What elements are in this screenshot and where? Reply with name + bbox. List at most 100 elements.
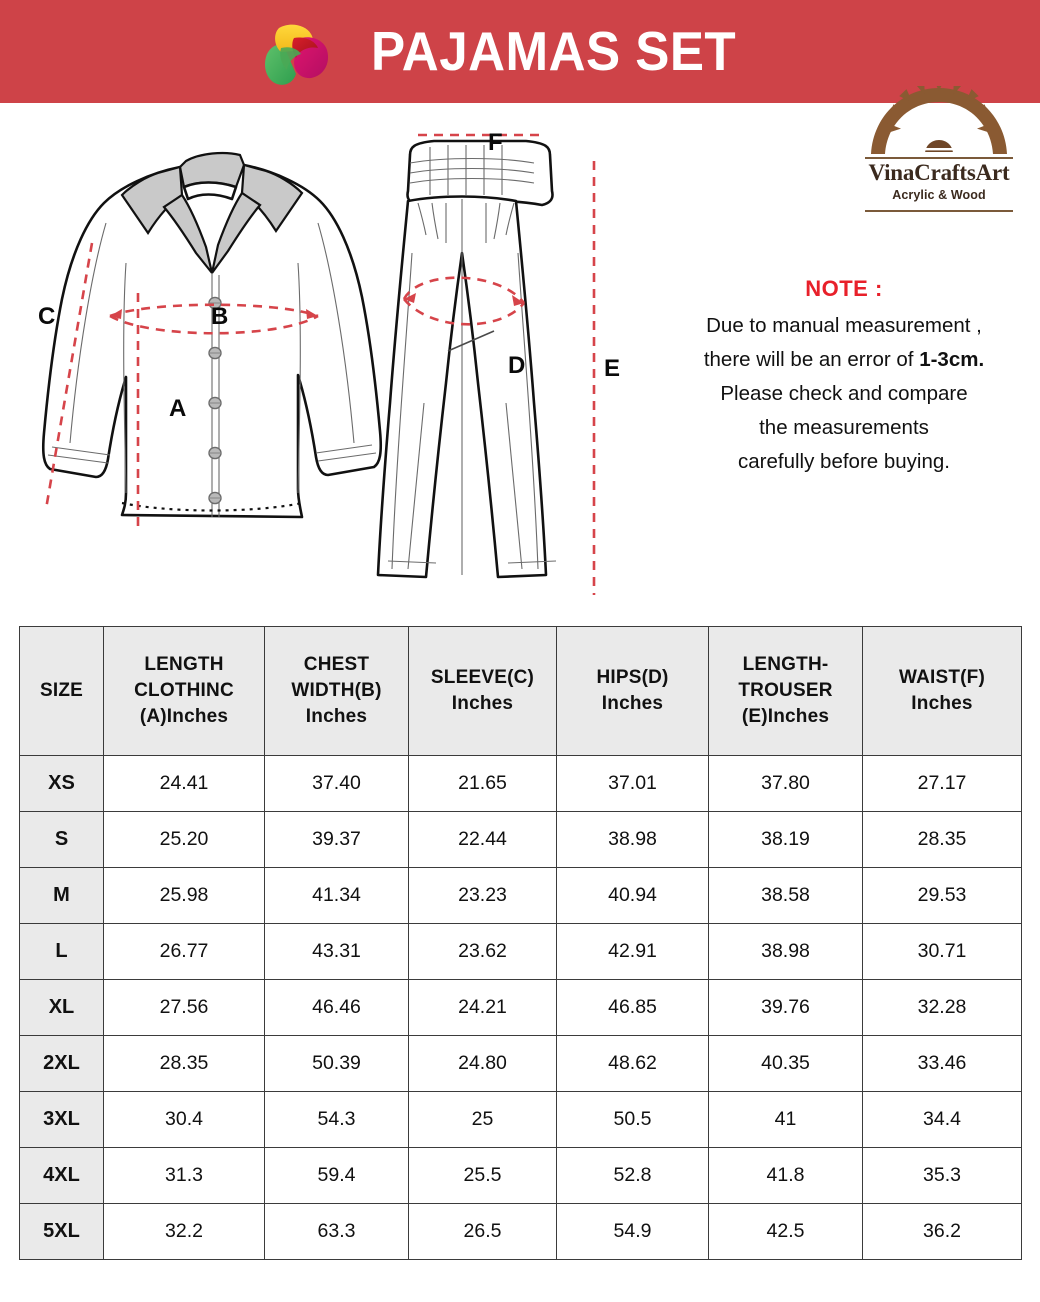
cell-value: 32.2 [103,1203,265,1260]
measure-line-d [402,298,526,326]
label-f: F [488,129,503,156]
table-row: S 25.20 39.37 22.44 38.98 38.19 28.35 [19,811,1022,868]
cell-value: 24.80 [408,1035,557,1092]
table-header-row: SIZE LENGTH CLOTHINC (A)Inches CHEST WID… [19,626,1022,756]
cell-value: 22.44 [408,811,557,868]
cell-value: 38.98 [708,923,863,980]
cell-value: 26.77 [103,923,265,980]
cell-value: 23.23 [408,867,557,924]
table-row: 3XL 30.4 54.3 25 50.5 41 34.4 [19,1091,1022,1148]
cell-size: S [19,811,104,868]
cell-value: 37.40 [264,755,409,812]
column-header-sleeve: SLEEVE(C) Inches [408,626,557,756]
cell-value: 46.85 [556,979,709,1036]
cell-value: 26.5 [408,1203,557,1260]
cell-value: 27.56 [103,979,265,1036]
cell-value: 30.71 [862,923,1022,980]
logo-rule-top [865,157,1013,159]
cell-value: 46.46 [264,979,409,1036]
cell-value: 28.35 [862,811,1022,868]
cell-value: 21.65 [408,755,557,812]
measure-line-b [109,314,319,335]
cell-value: 50.39 [264,1035,409,1092]
note-heading: NOTE : [805,276,883,301]
cell-value: 36.2 [862,1203,1022,1260]
cell-value: 32.28 [862,979,1022,1036]
column-header-length-trouser: LENGTH- TROUSER (E)Inches [708,626,863,756]
note-line-5: carefully before buying. [738,450,950,473]
cell-value: 35.3 [862,1147,1022,1204]
pajama-pants-diagram [376,133,596,595]
column-header-hips: HIPS(D) Inches [556,626,709,756]
cell-size: 2XL [19,1035,104,1092]
logo-rule-bottom [865,210,1013,212]
measure-line-c [44,242,94,510]
table-row: 4XL 31.3 59.4 25.5 52.8 41.8 35.3 [19,1147,1022,1204]
cell-size: XS [19,755,104,812]
label-d: D [508,352,526,379]
cell-size: 5XL [19,1203,104,1260]
cell-value: 28.35 [103,1035,265,1092]
label-b: B [211,303,229,330]
cell-value: 38.58 [708,867,863,924]
table-row: L 26.77 43.31 23.62 42.91 38.98 30.71 [19,923,1022,980]
table-row: 5XL 32.2 63.3 26.5 54.9 42.5 36.2 [19,1203,1022,1260]
header-banner: PAJAMAS SET [0,0,1040,103]
cell-value: 24.41 [103,755,265,812]
cell-size: 4XL [19,1147,104,1204]
cell-value: 48.62 [556,1035,709,1092]
column-header-waist: WAIST(F) Inches [862,626,1022,756]
note-line-2-prefix: there will be an error of [703,348,920,371]
cell-value: 25 [408,1091,557,1148]
sunburst-saw-blade-icon [863,78,1015,164]
cell-value: 30.4 [103,1091,265,1148]
cell-value: 39.76 [708,979,863,1036]
cell-value: 38.98 [556,811,709,868]
column-header-chest-width: CHEST WIDTH(B) Inches [264,626,409,756]
cell-value: 23.62 [408,923,557,980]
table-body: XS 24.41 37.40 21.65 37.01 37.80 27.17 S 25.20 39… [19,755,1022,1260]
column-header-size: SIZE [19,626,104,756]
note-tolerance: 1-3cm. [919,348,985,371]
cell-value: 39.37 [264,811,409,868]
cell-value: 59.4 [264,1147,409,1204]
cell-value: 34.4 [862,1091,1022,1148]
cell-value: 43.31 [264,923,409,980]
table-row: M 25.98 41.34 23.23 40.94 38.58 29.53 [19,867,1022,924]
banner-content: PAJAMAS SET [257,16,764,88]
note-line-1: Due to manual measurement , [706,314,982,337]
cell-value: 40.94 [556,867,709,924]
table-row: XS 24.41 37.40 21.65 37.01 37.80 27.17 [19,755,1022,812]
note-block: NOTE : Due to manual measurement , there… [648,272,1040,479]
cell-value: 41 [708,1091,863,1148]
cell-size: M [19,867,104,924]
cell-value: 31.3 [103,1147,265,1204]
vinacraftsart-logo: VinaCraftsArt Acrylic & Wood [855,78,1023,216]
cell-value: 25.5 [408,1147,557,1204]
cell-value: 25.98 [103,867,265,924]
measurement-illustrations: .ln { fill:#ffffff; stroke:#111111; stro… [0,103,660,623]
table-row: 2XL 28.35 50.39 24.80 48.62 40.35 33.46 [19,1035,1022,1092]
label-e: E [604,355,621,382]
size-chart-table: SIZE LENGTH CLOTHINC (A)Inches CHEST WID… [19,626,1022,1260]
cell-value: 27.17 [862,755,1022,812]
cell-size: L [19,923,104,980]
cell-size: 3XL [19,1091,104,1148]
cell-value: 24.21 [408,979,557,1036]
cell-value: 40.35 [708,1035,863,1092]
brand-tagline: Acrylic & Wood [892,188,986,202]
label-c: C [38,303,56,330]
cell-value: 37.80 [708,755,863,812]
cell-value: 50.5 [556,1091,709,1148]
table-row: XL 27.56 46.46 24.21 46.85 39.76 32.28 [19,979,1022,1036]
pajama-shirt-diagram [41,151,383,533]
page-title: PAJAMAS SET [370,20,736,82]
cell-value: 54.3 [264,1091,409,1148]
column-header-length-clothing: LENGTH CLOTHINC (A)Inches [103,626,265,756]
cell-value: 52.8 [556,1147,709,1204]
cell-value: 42.5 [708,1203,863,1260]
cell-value: 25.20 [103,811,265,868]
size-chart-table-wrapper: SIZE LENGTH CLOTHINC (A)Inches CHEST WID… [19,626,1022,1260]
cell-value: 63.3 [264,1203,409,1260]
cell-value: 41.34 [264,867,409,924]
